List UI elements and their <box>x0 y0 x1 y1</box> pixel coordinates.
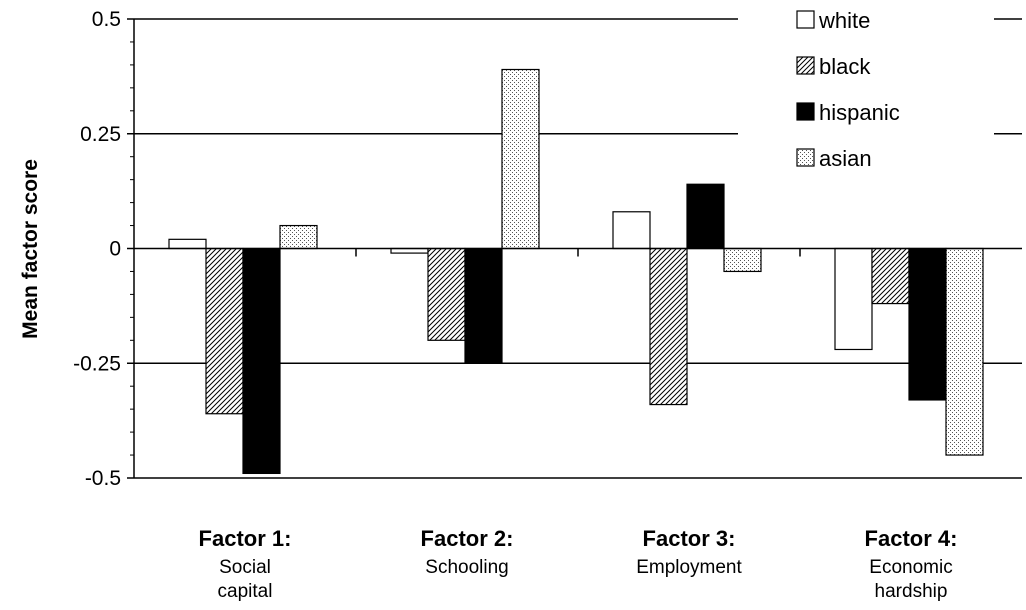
category-subtitle: capital <box>218 581 273 602</box>
category-subtitle: hardship <box>875 581 948 602</box>
legend-label-white: white <box>818 8 870 33</box>
bar-hispanic-2 <box>464 247 503 364</box>
category-subtitle: Schooling <box>425 557 508 578</box>
category-subtitle: Economic <box>869 557 952 578</box>
y-tick-label: 0 <box>109 238 121 261</box>
bar-white-1 <box>168 238 207 250</box>
axes <box>127 18 1022 479</box>
bar-asian-3 <box>723 247 762 273</box>
legend: white black hispanic asian <box>738 6 994 190</box>
bar-hispanic-4 <box>908 247 947 401</box>
category-subtitle: Social <box>219 557 271 578</box>
y-tick-label: 0.5 <box>92 8 121 31</box>
category-labels: Factor 1: Social capital Factor 2: Schooling… <box>199 526 958 602</box>
bar-black-4 <box>871 247 910 305</box>
bar-black-2 <box>427 247 466 341</box>
legend-label-asian: asian <box>819 146 872 171</box>
legend-swatch-asian <box>796 148 815 167</box>
bar-white-4 <box>834 247 873 351</box>
legend-swatch-black <box>796 56 815 75</box>
bar-asian-2 <box>501 68 540 250</box>
bars <box>168 68 984 475</box>
category-subtitle: Employment <box>636 557 742 578</box>
legend-swatch-white <box>796 10 815 29</box>
y-tick-label: 0.25 <box>80 123 121 146</box>
bar-hispanic-3 <box>686 183 725 250</box>
y-tick-labels: 0.5 0.25 0 -0.25 -0.5 <box>73 8 121 490</box>
bar-asian-4 <box>945 247 984 456</box>
legend-label-black: black <box>819 54 871 79</box>
category-title: Factor 1: <box>199 526 292 551</box>
bar-white-3 <box>612 211 651 250</box>
y-tick-label: -0.25 <box>73 352 121 375</box>
bar-hispanic-1 <box>242 247 281 475</box>
y-tick-label: -0.5 <box>85 467 121 490</box>
category-title: Factor 4: <box>865 526 958 551</box>
bar-black-3 <box>649 247 688 406</box>
legend-label-hispanic: hispanic <box>819 100 900 125</box>
legend-background <box>738 6 994 190</box>
category-title: Factor 3: <box>643 526 736 551</box>
category-title: Factor 2: <box>421 526 514 551</box>
bar-asian-1 <box>279 224 318 250</box>
bar-black-1 <box>205 247 244 415</box>
legend-swatch-hispanic <box>796 102 815 121</box>
y-axis-label: Mean factor score <box>19 159 42 339</box>
